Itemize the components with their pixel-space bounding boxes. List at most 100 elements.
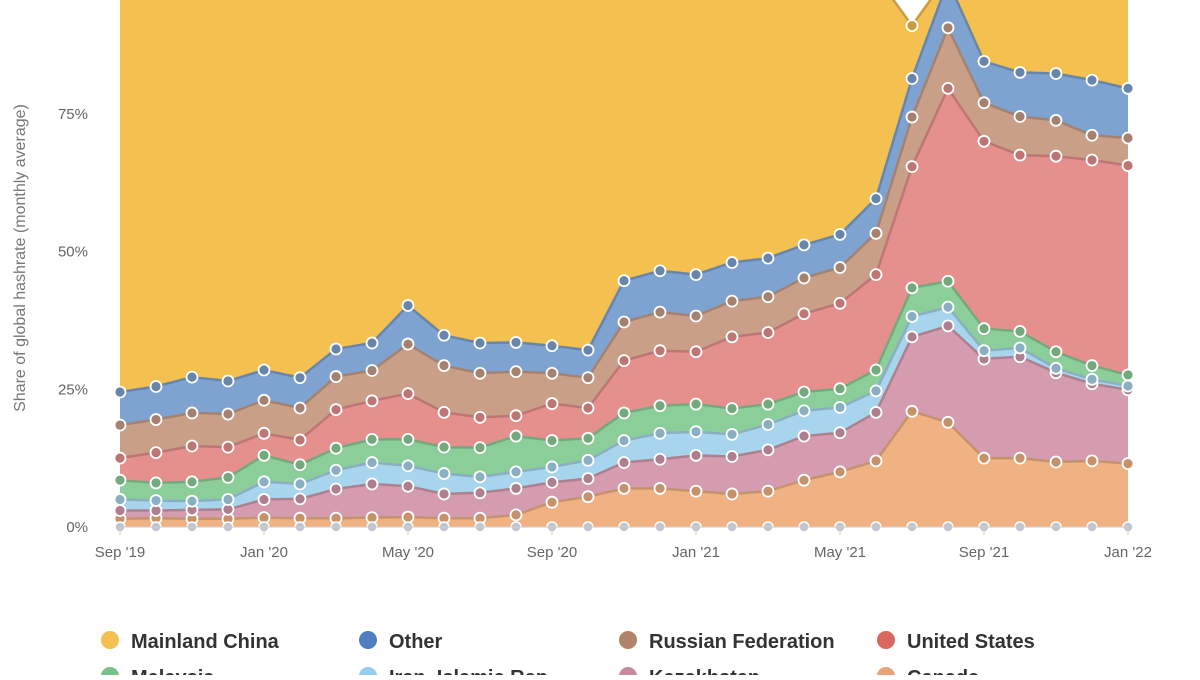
point-russian-federation [1013, 110, 1027, 123]
point-russian-federation [365, 364, 379, 377]
point-iran-islamic-rep [185, 494, 199, 508]
point-united-states [833, 296, 847, 310]
point-mainland-china [905, 19, 919, 32]
point-russian-federation [905, 110, 919, 124]
point-malaysia [1121, 368, 1135, 382]
point-russian-federation [1085, 128, 1099, 142]
point-canada [1085, 454, 1099, 468]
point-malaysia [113, 473, 127, 487]
point-other [293, 371, 307, 385]
point-malaysia [365, 432, 379, 446]
y-tick-label: 75% [58, 106, 88, 123]
point-canada [833, 465, 847, 479]
point-russian-federation [509, 365, 523, 379]
point-other [689, 268, 703, 282]
legend-label: Other [389, 631, 443, 653]
point-united-states [185, 439, 199, 453]
point-kazakhstan [401, 479, 415, 493]
legend-item: Kazakhstan [619, 667, 760, 680]
point-iran-islamic-rep [401, 459, 415, 473]
point-united-states [977, 134, 991, 148]
point-iran-islamic-rep [905, 310, 919, 323]
point-malaysia [941, 274, 955, 288]
point-canada [509, 508, 523, 522]
point-united-states [581, 401, 595, 415]
point-iran-islamic-rep [977, 344, 991, 358]
point-united-states [761, 326, 775, 339]
legend-marker [101, 631, 119, 649]
point-malaysia [257, 448, 271, 462]
point-russian-federation [833, 261, 847, 274]
point-kazakhstan [761, 443, 775, 457]
point-united-states [329, 403, 343, 417]
point-russian-federation [617, 315, 631, 329]
point-russian-federation [941, 21, 955, 35]
point-iran-islamic-rep [725, 428, 739, 441]
point-iran-islamic-rep [869, 384, 883, 398]
point-united-states [1121, 159, 1135, 172]
area-russian-federation [120, 27, 1128, 459]
point-malaysia [581, 431, 595, 445]
point-united-states [797, 307, 811, 321]
point-other [1121, 82, 1135, 95]
point-iran-islamic-rep [473, 470, 487, 484]
point-united-states [149, 446, 163, 460]
point-iran-islamic-rep [365, 456, 379, 469]
point-kazakhstan [869, 405, 883, 419]
point-malaysia [977, 322, 991, 336]
point-other [401, 299, 415, 312]
point-united-states [1013, 148, 1027, 162]
point-other [113, 385, 127, 399]
point-kazakhstan [941, 319, 955, 333]
point-malaysia [437, 440, 451, 454]
point-kazakhstan [905, 330, 919, 344]
point-iran-islamic-rep [617, 434, 631, 447]
point-other [257, 363, 271, 377]
point-other [581, 343, 595, 357]
point-other [761, 251, 775, 265]
legend-marker [877, 631, 895, 649]
point-kazakhstan [293, 492, 307, 506]
point-malaysia [833, 382, 847, 396]
legend-marker [101, 667, 119, 680]
point-russian-federation [1121, 131, 1135, 145]
point-iran-islamic-rep [689, 425, 703, 439]
point-other [1085, 73, 1099, 87]
point-malaysia [617, 406, 631, 420]
point-canada [1049, 455, 1063, 469]
point-iran-islamic-rep [653, 426, 667, 440]
area-kazakhstan [120, 325, 1128, 519]
point-united-states [1049, 149, 1063, 163]
point-united-states [221, 440, 235, 454]
legend-item: Iran, Islamic Rep. [359, 667, 554, 680]
point-other [869, 192, 883, 206]
point-malaysia [1085, 359, 1099, 372]
point-iran-islamic-rep [293, 477, 307, 491]
area-canada [120, 411, 1128, 527]
point-russian-federation [149, 413, 163, 426]
point-iran-islamic-rep [149, 494, 163, 507]
point-russian-federation [797, 271, 811, 285]
area-malaysia [120, 281, 1128, 502]
point-other [653, 264, 667, 278]
point-malaysia [869, 363, 883, 377]
point-malaysia [1013, 324, 1027, 338]
point-russian-federation [689, 309, 703, 323]
point-russian-federation [401, 337, 415, 351]
point-iran-islamic-rep [941, 300, 955, 314]
point-kazakhstan [689, 448, 703, 462]
point-united-states [689, 345, 703, 359]
point-canada [725, 487, 739, 501]
point-malaysia [545, 434, 559, 447]
point-united-states [437, 405, 451, 419]
point-kazakhstan [653, 452, 667, 466]
point-other [977, 55, 991, 68]
legend-item: Other [359, 631, 443, 653]
legend-marker [619, 667, 637, 680]
point-kazakhstan [833, 426, 847, 440]
x-tick-label: Sep '19 [95, 544, 145, 561]
point-other [905, 72, 919, 85]
point-iran-islamic-rep [761, 418, 775, 431]
point-other [797, 238, 811, 252]
